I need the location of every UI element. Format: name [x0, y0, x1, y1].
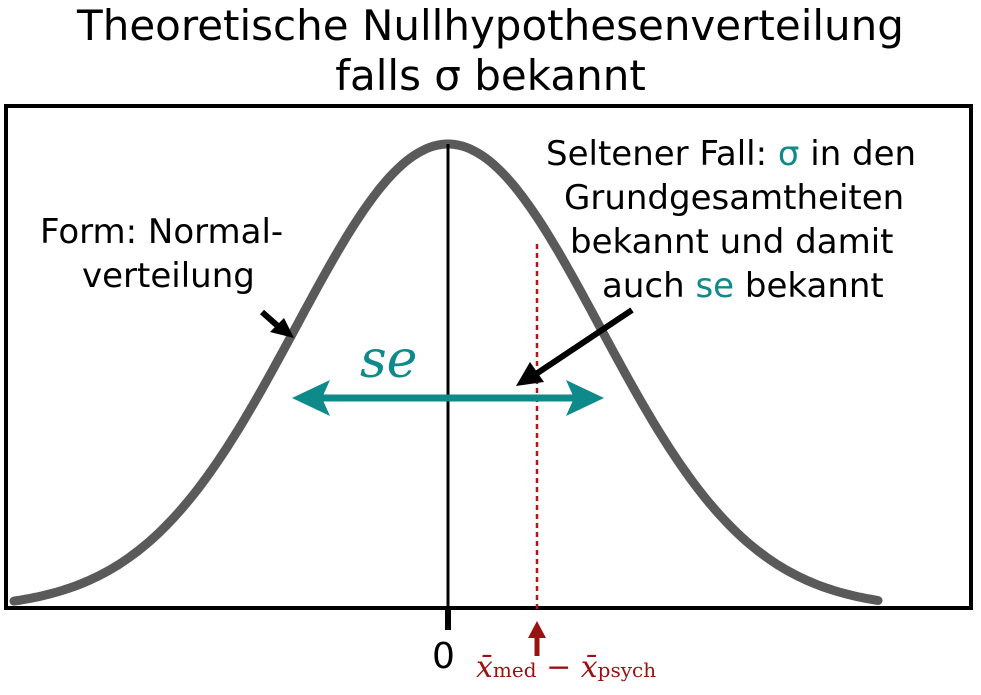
rare-case-line-1: Seltener Fall: σ in den — [546, 134, 916, 174]
form-label-line-2: verteilung — [82, 256, 255, 296]
se-label: se — [360, 330, 418, 390]
normal-curve — [9, 139, 883, 606]
title-line-1: Theoretische Nullhypothesenverteilung — [77, 1, 904, 50]
form-label-line-1: Form: Normal- — [40, 212, 284, 252]
rare-case-prefix: Seltener Fall: — [546, 134, 778, 174]
plot-frame — [4, 104, 973, 610]
form-pointer-arrowhead — [270, 318, 294, 338]
title-line-2: falls σ bekannt — [335, 51, 646, 100]
observed-difference-arrowhead — [528, 621, 546, 638]
rare-case-line-4: auch se bekannt — [602, 266, 884, 306]
zero-label: 0 — [432, 636, 455, 677]
sigma-highlight: σ — [777, 134, 800, 174]
observed-difference-label: x̄med − x̄psych — [476, 650, 656, 685]
rare-pointer-arrow — [534, 307, 634, 377]
x-med-subscript: med — [492, 658, 537, 682]
rare-case-suffix: in den — [799, 134, 917, 174]
rare-case-line-2: Grundgesamtheiten — [564, 178, 905, 218]
x-psych-symbol: x̄ — [580, 650, 598, 685]
se-arrowhead-left — [292, 380, 330, 416]
minus-sign: − — [536, 650, 581, 685]
se-arrowhead-right — [566, 380, 604, 416]
rare-case-line4-prefix: auch — [602, 266, 696, 306]
x-med-symbol: x̄ — [476, 650, 493, 685]
rare-case-line-3: bekannt und damit — [570, 222, 894, 262]
rare-pointer-arrowhead — [516, 362, 544, 386]
rare-case-line4-suffix: bekannt — [734, 266, 884, 306]
se-highlight: se — [695, 266, 735, 306]
x-psych-subscript: psych — [597, 658, 657, 682]
